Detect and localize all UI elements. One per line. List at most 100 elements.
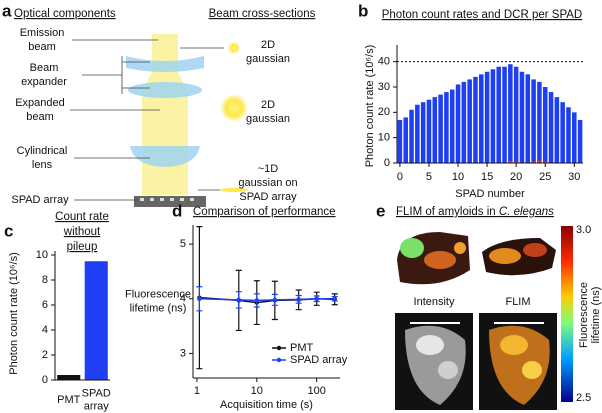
x-tick-label: 0 xyxy=(397,171,403,183)
bar xyxy=(542,161,548,163)
point xyxy=(236,297,241,303)
cross-section-label: 2D gaussian xyxy=(246,39,290,65)
bar xyxy=(420,102,426,163)
y-tick-label: 5 xyxy=(180,238,186,250)
bar xyxy=(513,66,519,163)
point xyxy=(296,297,301,302)
bar xyxy=(496,66,501,163)
bar xyxy=(426,99,432,163)
component-label: Expanded beam xyxy=(15,97,65,123)
bar xyxy=(502,66,507,163)
colorbar-tick: 2.5 xyxy=(576,392,591,404)
bar xyxy=(484,71,490,163)
bar xyxy=(537,81,542,163)
x-tick-label: SPAD array xyxy=(82,387,111,412)
chart-title: Comparison of performance xyxy=(193,206,336,218)
bar xyxy=(508,160,513,163)
bar xyxy=(432,97,438,163)
bar xyxy=(531,79,536,163)
optics-diagram xyxy=(70,34,248,207)
x-tick-label: 20 xyxy=(510,171,522,183)
y-tick-label: 40 xyxy=(378,56,390,68)
bar xyxy=(449,89,455,163)
x-tick-label: 25 xyxy=(539,171,551,183)
bar xyxy=(531,161,536,163)
panel-label: e xyxy=(376,201,385,220)
panel-label: d xyxy=(172,201,182,220)
x-tick-label: 100 xyxy=(308,385,326,397)
y-axis-label: Fluorescence lifetime (ns) xyxy=(125,288,191,314)
image-title: FLIM of amyloids in C. elegans xyxy=(396,206,554,218)
x-axis-label: SPAD number xyxy=(455,188,525,200)
cross-section-label: ~1D gaussian on SPAD array xyxy=(238,163,297,203)
bar xyxy=(467,79,472,163)
legend-label: SPAD array xyxy=(290,354,348,366)
bar xyxy=(455,84,461,163)
bar xyxy=(490,69,496,163)
bar xyxy=(403,117,408,163)
panel-label: b xyxy=(358,1,368,20)
bar xyxy=(461,81,467,163)
bar xyxy=(57,375,81,380)
diagram-header: Optical components xyxy=(14,8,116,20)
y-tick-label: 4 xyxy=(42,324,48,336)
legend-label: PMT xyxy=(290,342,314,354)
component-label: Cylindrical lens xyxy=(17,145,68,171)
bar xyxy=(554,97,560,163)
panel-label: c xyxy=(4,221,13,240)
x-axis-label: Acquisition time (s) xyxy=(220,399,313,411)
colorbar-tick: 3.0 xyxy=(576,224,591,236)
bar xyxy=(409,109,414,163)
y-tick-label: 0 xyxy=(384,157,390,169)
bar xyxy=(473,76,478,163)
x-tick-label: 30 xyxy=(568,171,580,183)
chart-title: Photon count rates and DCR per SPAD xyxy=(382,9,583,21)
x-tick-label: 1 xyxy=(194,385,200,397)
image-label: FLIM xyxy=(505,296,530,308)
y-tick-label: 2 xyxy=(42,349,48,361)
bar xyxy=(566,107,571,163)
legend-marker xyxy=(276,357,282,363)
y-axis-label: Photon count rate (10⁶/s) xyxy=(8,252,20,375)
x-tick-label: 10 xyxy=(452,171,464,183)
panel-label: a xyxy=(2,1,12,20)
bar xyxy=(548,92,554,163)
y-tick-label: 20 xyxy=(378,106,390,118)
y-tick-label: 3 xyxy=(180,347,186,359)
legend-marker xyxy=(276,345,282,351)
cross-section-label: 2D gaussian xyxy=(246,99,290,125)
bar xyxy=(438,94,443,163)
bar xyxy=(572,112,577,163)
point xyxy=(197,296,202,301)
point xyxy=(314,296,319,301)
x-tick-label: 5 xyxy=(426,171,432,183)
diagram-header: Beam cross-sections xyxy=(209,8,316,20)
y-tick-label: 30 xyxy=(378,81,390,93)
x-tick-label: 10 xyxy=(251,385,263,397)
bar xyxy=(525,74,531,163)
bar xyxy=(479,74,484,163)
bar xyxy=(560,102,565,163)
point xyxy=(272,297,278,303)
y-tick-label: 10 xyxy=(36,249,48,261)
component-label: Beam expander xyxy=(21,62,67,88)
y-tick-label: 6 xyxy=(42,299,48,311)
microscopy-images xyxy=(395,226,573,410)
bar xyxy=(508,64,513,163)
x-tick-label: 15 xyxy=(481,171,493,183)
y-tick-label: 4 xyxy=(180,293,186,305)
component-label: SPAD array xyxy=(11,194,69,206)
bar xyxy=(444,92,449,163)
bar xyxy=(537,160,542,163)
component-label: Emission beam xyxy=(20,27,65,53)
y-axis-label: Photon count rate (10⁶/s) xyxy=(364,45,376,168)
bar xyxy=(513,161,519,163)
point xyxy=(332,296,337,301)
bar xyxy=(577,119,583,163)
y-tick-label: 0 xyxy=(42,374,48,386)
y-tick-label: 8 xyxy=(42,274,48,286)
point xyxy=(254,298,260,303)
bar xyxy=(542,87,548,163)
bar xyxy=(415,104,420,163)
